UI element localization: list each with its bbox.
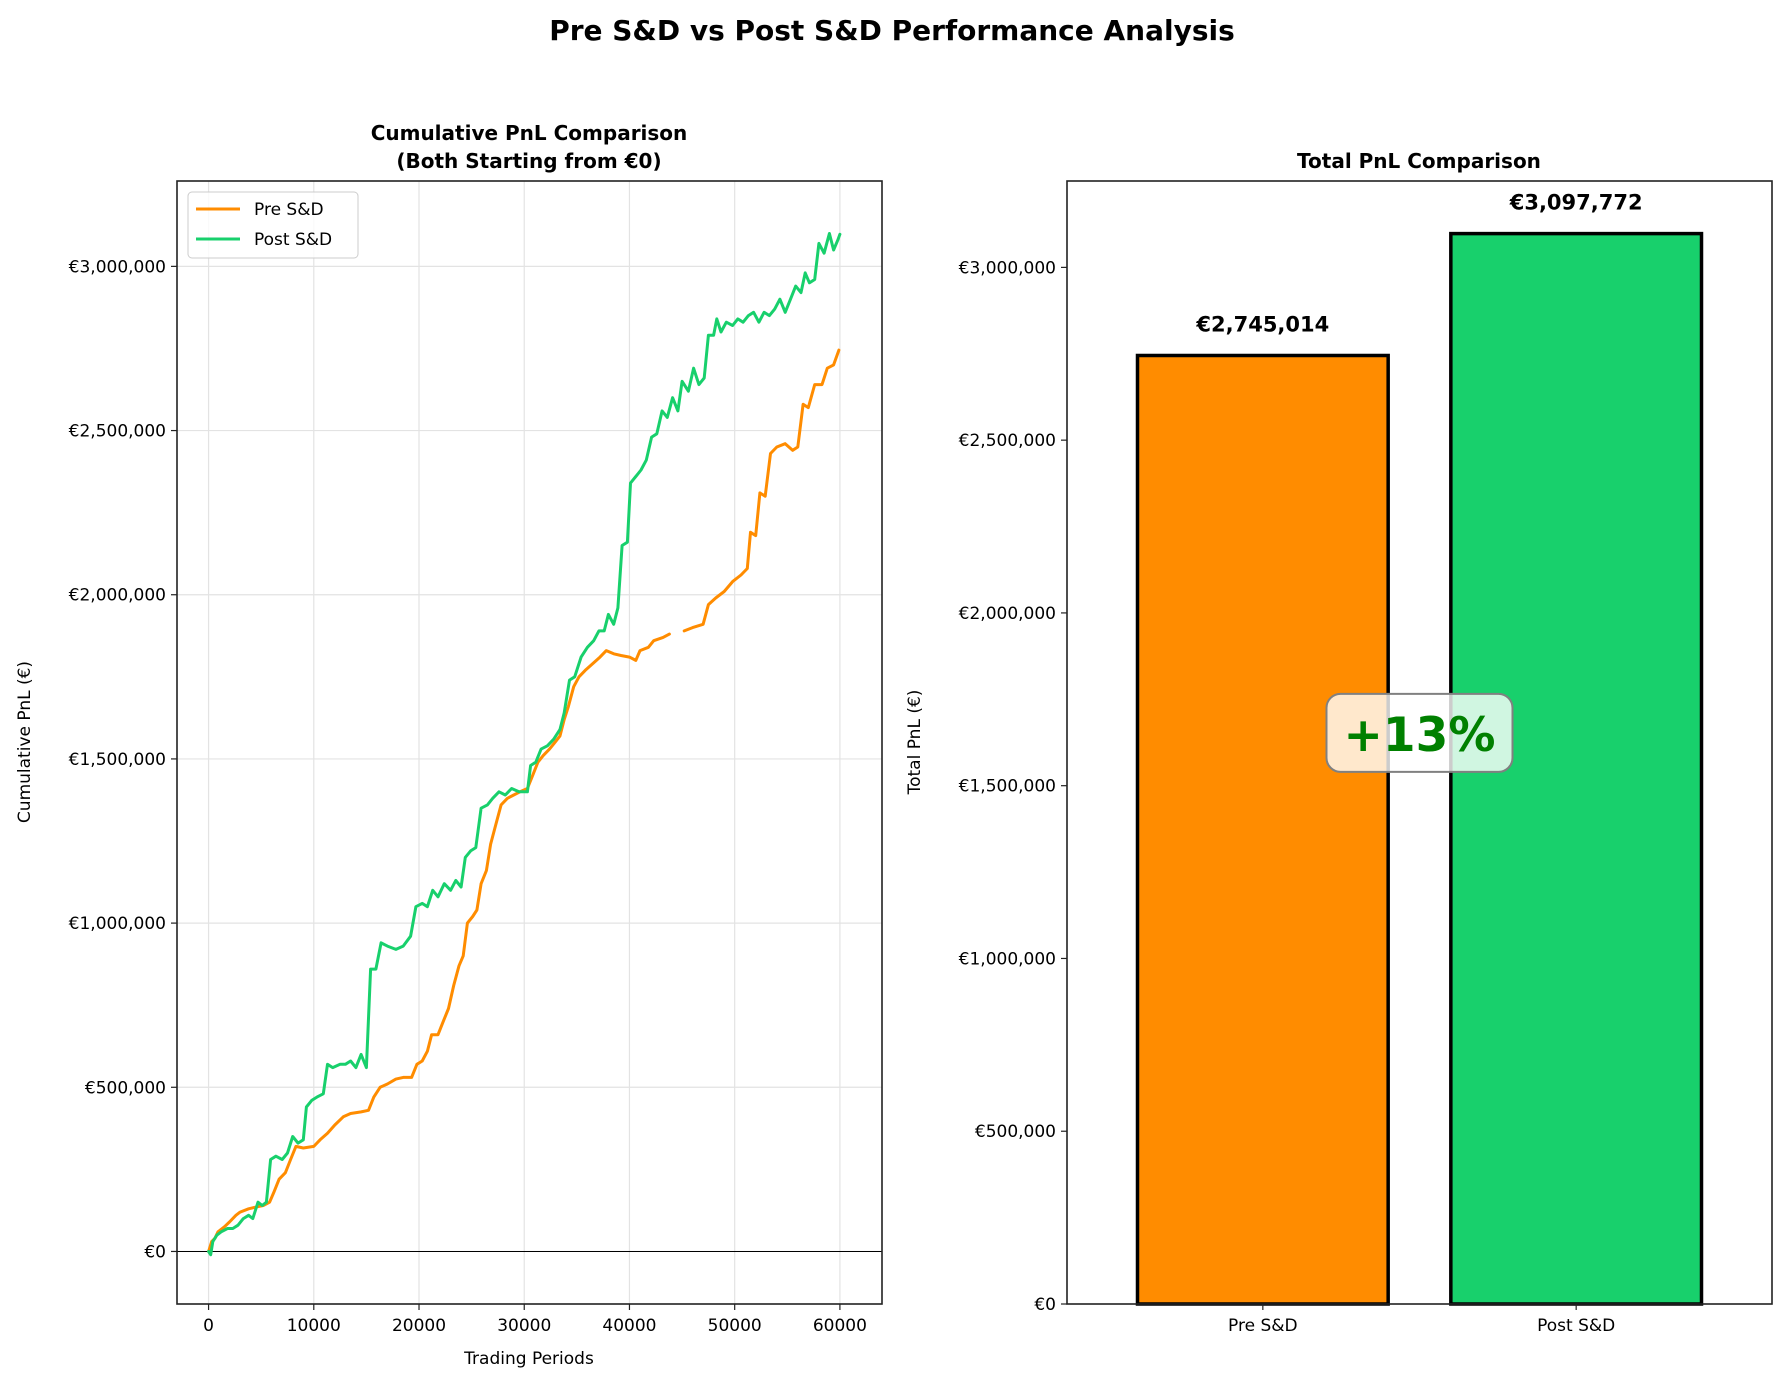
annotation-box xyxy=(1325,692,1514,773)
line-chart-x-axis-label: Trading Periods xyxy=(463,1349,594,1369)
y-tick-label: €1,500,000 xyxy=(69,750,166,770)
line-chart-title-line1: Cumulative PnL Comparison xyxy=(371,121,688,145)
x-tick-label: 50000 xyxy=(708,1316,762,1336)
bar-value-label: €2,745,014 xyxy=(1195,312,1329,336)
y-tick-label: €0 xyxy=(1034,1295,1056,1315)
x-tick-label: Pre S&D xyxy=(1228,1316,1298,1336)
series-line-pre-sd xyxy=(207,632,671,1253)
legend-label-pre: Pre S&D xyxy=(254,200,324,220)
annotation-text: +13% xyxy=(1344,708,1496,763)
line-chart-y-ticks: €0 €500,000 €1,000,000 €1,500,000 €2,000,000… xyxy=(69,257,177,1262)
x-tick-label: 20000 xyxy=(392,1316,446,1336)
y-tick-label: €1,000,000 xyxy=(69,914,166,934)
y-tick-label: €2,000,000 xyxy=(959,604,1056,624)
bar-chart-x-ticks: Pre S&D Post S&D xyxy=(1228,1304,1615,1336)
y-tick-label: €0 xyxy=(144,1242,166,1262)
line-chart: Cumulative PnL Comparison (Both Starting… xyxy=(15,121,883,1369)
improvement-annotation: +13% xyxy=(1325,692,1514,773)
legend-label-post: Post S&D xyxy=(254,230,332,250)
bar-pre-sd xyxy=(1135,353,1390,1306)
legend: Pre S&D Post S&D xyxy=(187,191,359,259)
x-tick-label: 40000 xyxy=(602,1316,656,1336)
y-tick-label: €3,000,000 xyxy=(959,258,1056,278)
x-tick-label: Post S&D xyxy=(1537,1316,1615,1336)
y-tick-label: €2,500,000 xyxy=(69,422,166,442)
line-chart-series xyxy=(207,232,842,1257)
bar-value-label: €3,097,772 xyxy=(1509,191,1643,215)
series-line-post-sd xyxy=(207,232,842,1257)
bar-chart-y-ticks: €0 €500,000 €1,000,000 €1,500,000 €2,000,000… xyxy=(959,258,1067,1315)
x-tick-label: 10000 xyxy=(287,1316,341,1336)
y-tick-label: €1,500,000 xyxy=(959,777,1056,797)
y-tick-label: €2,000,000 xyxy=(69,586,166,606)
line-chart-y-axis-label: Cumulative PnL (€) xyxy=(15,661,35,823)
x-tick-label: 0 xyxy=(203,1316,214,1336)
x-tick-label: 30000 xyxy=(497,1316,551,1336)
x-tick-label: 60000 xyxy=(813,1316,867,1336)
y-tick-label: €2,500,000 xyxy=(959,431,1056,451)
y-tick-label: €1,000,000 xyxy=(959,949,1056,969)
line-chart-x-ticks: 0 10000 20000 30000 40000 50000 60000 xyxy=(203,1304,867,1336)
bar-chart-y-axis-label: Total PnL (€) xyxy=(905,690,925,796)
line-chart-frame xyxy=(176,180,883,1305)
series-line-pre-sd xyxy=(682,348,841,633)
figure-suptitle: Pre S&D vs Post S&D Performance Analysis xyxy=(549,14,1235,47)
bar-chart-title: Total PnL Comparison xyxy=(1297,149,1541,173)
bar-chart-frame xyxy=(1066,180,1773,1305)
bar-chart: Total PnL Comparison €2,745,014 €3,097,77… xyxy=(905,149,1773,1336)
y-tick-label: €500,000 xyxy=(975,1122,1056,1142)
line-chart-title-line2: (Both Starting from €0) xyxy=(396,149,661,173)
line-chart-grid xyxy=(177,181,882,1304)
y-tick-label: €3,000,000 xyxy=(69,257,166,277)
y-tick-label: €500,000 xyxy=(85,1078,166,1098)
